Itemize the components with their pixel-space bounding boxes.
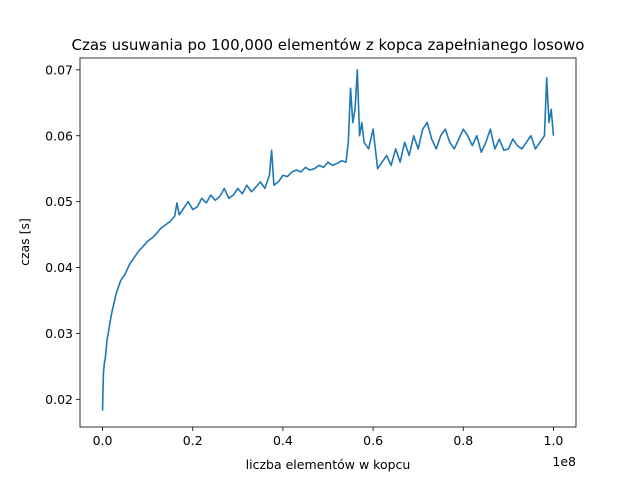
x-axis-label: liczba elementów w kopcu	[246, 457, 411, 472]
y-tick-label: 0.03	[45, 326, 73, 341]
y-tick-label: 0.04	[45, 260, 73, 275]
x-tick-label: 0.4	[273, 433, 293, 448]
y-tick-label: 0.06	[45, 128, 73, 143]
x-tick-label: 0.6	[363, 433, 383, 448]
x-tick-label: 0.2	[183, 433, 203, 448]
x-tick-label: 0.0	[93, 433, 113, 448]
y-tick-label: 0.05	[45, 194, 73, 209]
axes-frame	[79, 57, 577, 428]
x-axis: 0.0 0.2 0.4 0.6 0.8 1.0	[93, 427, 564, 448]
y-tick-label: 0.02	[45, 392, 73, 407]
y-axis: 0.02 0.03 0.04 0.05 0.06 0.07	[45, 62, 80, 407]
series-line	[101, 69, 555, 411]
y-tick-label: 0.07	[45, 62, 73, 77]
x-axis-offset-label: 1e8	[552, 454, 576, 469]
x-tick-label: 0.8	[453, 433, 473, 448]
y-axis-label: czas [s]	[17, 218, 32, 266]
chart-title: Czas usuwania po 100,000 elementów z kop…	[71, 36, 584, 54]
x-tick-label: 1.0	[544, 433, 564, 448]
plot-area	[101, 69, 555, 411]
